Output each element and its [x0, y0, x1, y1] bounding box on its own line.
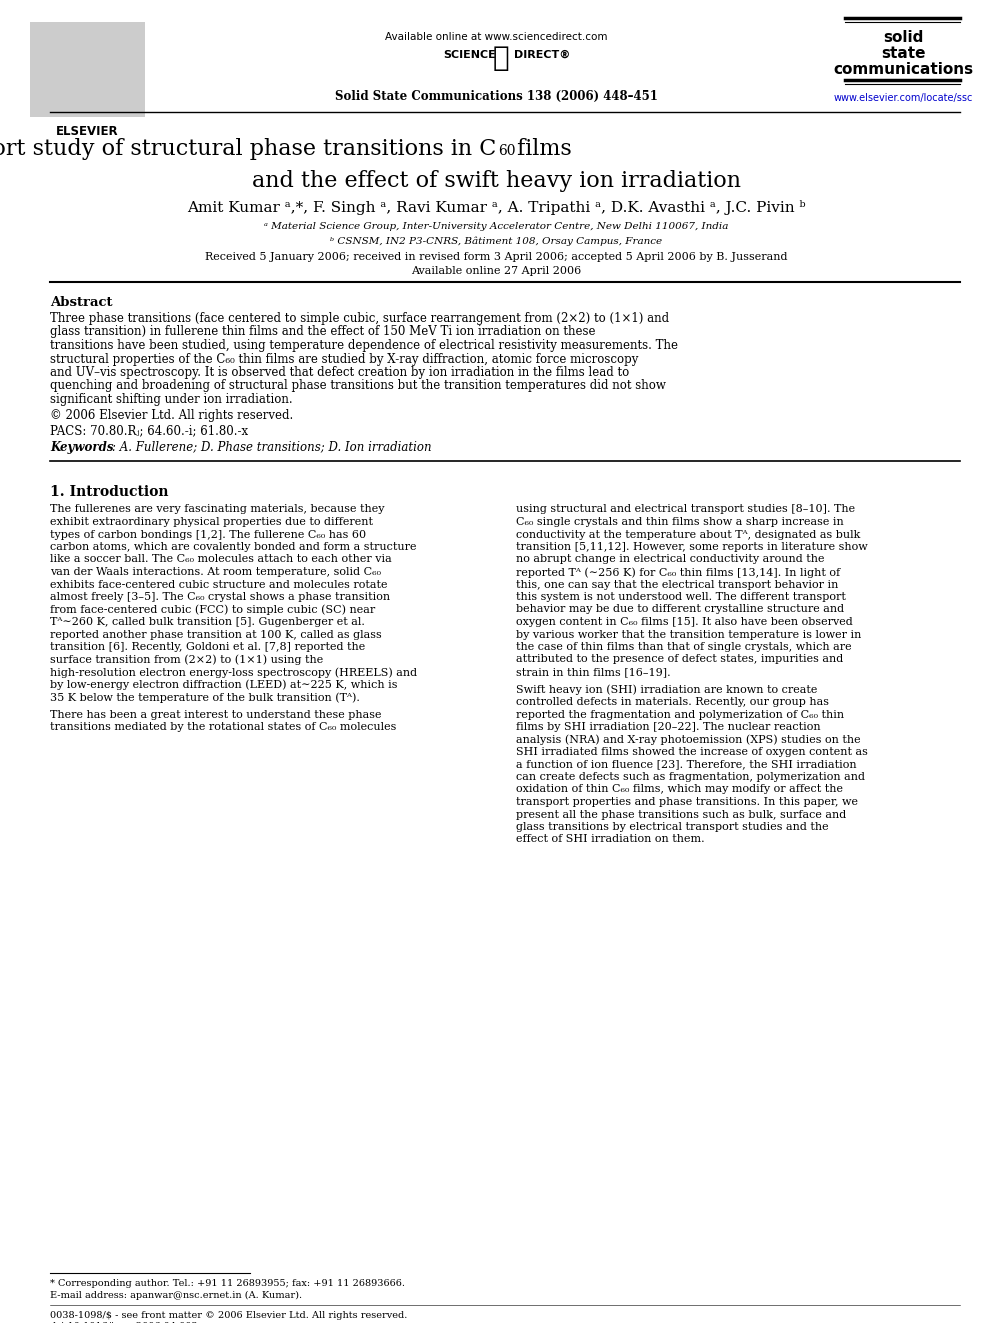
Text: reported the fragmentation and polymerization of C₆₀ thin: reported the fragmentation and polymeriz…: [516, 709, 844, 720]
Text: this system is not understood well. The different transport: this system is not understood well. The …: [516, 591, 846, 602]
Text: the case of thin films than that of single crystals, which are: the case of thin films than that of sing…: [516, 642, 851, 652]
Text: 35 K below the temperature of the bulk transition (Tᴬ).: 35 K below the temperature of the bulk t…: [50, 692, 360, 703]
Text: Available online 27 April 2006: Available online 27 April 2006: [411, 266, 581, 277]
Text: no abrupt change in electrical conductivity around the: no abrupt change in electrical conductiv…: [516, 554, 824, 565]
Text: controlled defects in materials. Recently, our group has: controlled defects in materials. Recentl…: [516, 697, 829, 706]
Text: oxidation of thin C₆₀ films, which may modify or affect the: oxidation of thin C₆₀ films, which may m…: [516, 785, 843, 795]
Text: surface transition from (2×2) to (1×1) using the: surface transition from (2×2) to (1×1) u…: [50, 655, 323, 665]
Text: effect of SHI irradiation on them.: effect of SHI irradiation on them.: [516, 835, 704, 844]
Text: conductivity at the temperature about Tᴬ, designated as bulk: conductivity at the temperature about Tᴬ…: [516, 529, 860, 540]
Text: DIRECT®: DIRECT®: [514, 50, 570, 60]
Text: 1. Introduction: 1. Introduction: [50, 484, 169, 499]
Text: films by SHI irradiation [20–22]. The nuclear reaction: films by SHI irradiation [20–22]. The nu…: [516, 722, 820, 732]
Text: and the effect of swift heavy ion irradiation: and the effect of swift heavy ion irradi…: [252, 169, 740, 192]
Text: C₆₀ single crystals and thin films show a sharp increase in: C₆₀ single crystals and thin films show …: [516, 517, 844, 527]
Text: The fullerenes are very fascinating materials, because they: The fullerenes are very fascinating mate…: [50, 504, 385, 515]
Text: structural properties of the C₆₀ thin films are studied by X-ray diffraction, at: structural properties of the C₆₀ thin fi…: [50, 352, 639, 365]
Text: SCIENCE: SCIENCE: [443, 50, 496, 60]
Text: glass transitions by electrical transport studies and the: glass transitions by electrical transpor…: [516, 822, 828, 832]
Text: high-resolution electron energy-loss spectroscopy (HREELS) and: high-resolution electron energy-loss spe…: [50, 667, 417, 677]
Text: Received 5 January 2006; received in revised form 3 April 2006; accepted 5 April: Received 5 January 2006; received in rev…: [204, 251, 788, 262]
Text: Swift heavy ion (SHI) irradiation are known to create: Swift heavy ion (SHI) irradiation are kn…: [516, 684, 817, 695]
Text: SHI irradiated films showed the increase of oxygen content as: SHI irradiated films showed the increase…: [516, 747, 868, 757]
Text: 0038-1098/$ - see front matter © 2006 Elsevier Ltd. All rights reserved.: 0038-1098/$ - see front matter © 2006 El…: [50, 1311, 408, 1320]
Text: Tᴬ∼260 K, called bulk transition [5]. Gugenberger et al.: Tᴬ∼260 K, called bulk transition [5]. Gu…: [50, 617, 365, 627]
Text: exhibits face-centered cubic structure and molecules rotate: exhibits face-centered cubic structure a…: [50, 579, 388, 590]
Text: Abstract: Abstract: [50, 296, 112, 310]
Text: glass transition) in fullerene thin films and the effect of 150 MeV Ti ion irrad: glass transition) in fullerene thin film…: [50, 325, 595, 339]
Text: reported Tᴬ (∼256 K) for C₆₀ thin films [13,14]. In light of: reported Tᴬ (∼256 K) for C₆₀ thin films …: [516, 568, 840, 578]
Text: exhibit extraordinary physical properties due to different: exhibit extraordinary physical propertie…: [50, 517, 373, 527]
Text: 60: 60: [498, 144, 516, 157]
Text: * Corresponding author. Tel.: +91 11 26893955; fax: +91 11 26893666.: * Corresponding author. Tel.: +91 11 268…: [50, 1279, 405, 1289]
Text: : A. Fullerene; D. Phase transitions; D. Ion irradiation: : A. Fullerene; D. Phase transitions; D.…: [112, 441, 432, 454]
Text: attributed to the presence of defect states, impurities and: attributed to the presence of defect sta…: [516, 655, 843, 664]
Text: a function of ion fluence [23]. Therefore, the SHI irradiation: a function of ion fluence [23]. Therefor…: [516, 759, 857, 770]
Text: transitions mediated by the rotational states of C₆₀ molecules: transitions mediated by the rotational s…: [50, 722, 397, 732]
Text: ᵇ CSNSM, IN2 P3-CNRS, Bâtiment 108, Orsay Campus, France: ᵇ CSNSM, IN2 P3-CNRS, Bâtiment 108, Orsa…: [330, 235, 662, 246]
Text: from face-centered cubic (FCC) to simple cubic (SC) near: from face-centered cubic (FCC) to simple…: [50, 605, 375, 615]
Text: strain in thin films [16–19].: strain in thin films [16–19].: [516, 667, 671, 677]
Text: © 2006 Elsevier Ltd. All rights reserved.: © 2006 Elsevier Ltd. All rights reserved…: [50, 409, 294, 422]
Text: PACS: 70.80.Rⱼ; 64.60.-i; 61.80.-x: PACS: 70.80.Rⱼ; 64.60.-i; 61.80.-x: [50, 425, 248, 438]
Text: state: state: [881, 46, 926, 61]
Text: reported another phase transition at 100 K, called as glass: reported another phase transition at 100…: [50, 630, 382, 639]
Text: van der Waals interactions. At room temperature, solid C₆₀: van der Waals interactions. At room temp…: [50, 568, 381, 577]
Text: communications: communications: [833, 62, 973, 77]
Text: solid: solid: [883, 30, 924, 45]
Text: ELSEVIER: ELSEVIER: [57, 124, 119, 138]
Text: analysis (NRA) and X-ray photoemission (XPS) studies on the: analysis (NRA) and X-ray photoemission (…: [516, 734, 861, 745]
Text: transitions have been studied, using temperature dependence of electrical resist: transitions have been studied, using tem…: [50, 339, 678, 352]
Text: ᵃ Material Science Group, Inter-University Accelerator Centre, New Delhi 110067,: ᵃ Material Science Group, Inter-Universi…: [264, 222, 728, 232]
Text: films: films: [510, 138, 571, 160]
Text: Three phase transitions (face centered to simple cubic, surface rearrangement fr: Three phase transitions (face centered t…: [50, 312, 670, 325]
Text: transition [5,11,12]. However, some reports in literature show: transition [5,11,12]. However, some repo…: [516, 542, 868, 552]
Text: E-mail address: apanwar@nsc.ernet.in (A. Kumar).: E-mail address: apanwar@nsc.ernet.in (A.…: [50, 1291, 303, 1301]
Text: Keywords: Keywords: [50, 441, 113, 454]
Text: Amit Kumar ᵃ,*, F. Singh ᵃ, Ravi Kumar ᵃ, A. Tripathi ᵃ, D.K. Avasthi ᵃ, J.C. Pi: Amit Kumar ᵃ,*, F. Singh ᵃ, Ravi Kumar ᵃ…: [186, 200, 806, 216]
Text: ⓓ: ⓓ: [493, 44, 509, 71]
Text: Solid State Communications 138 (2006) 448–451: Solid State Communications 138 (2006) 44…: [334, 90, 658, 103]
Text: transport properties and phase transitions. In this paper, we: transport properties and phase transitio…: [516, 796, 858, 807]
Text: www.elsevier.com/locate/ssc: www.elsevier.com/locate/ssc: [833, 93, 973, 103]
Text: almost freely [3–5]. The C₆₀ crystal shows a phase transition: almost freely [3–5]. The C₆₀ crystal sho…: [50, 591, 390, 602]
Text: using structural and electrical transport studies [8–10]. The: using structural and electrical transpor…: [516, 504, 855, 515]
Text: Available online at www.sciencedirect.com: Available online at www.sciencedirect.co…: [385, 32, 607, 42]
Text: by various worker that the transition temperature is lower in: by various worker that the transition te…: [516, 630, 861, 639]
Text: quenching and broadening of structural phase transitions but the transition temp: quenching and broadening of structural p…: [50, 380, 666, 393]
Text: oxygen content in C₆₀ films [15]. It also have been observed: oxygen content in C₆₀ films [15]. It als…: [516, 617, 853, 627]
Text: present all the phase transitions such as bulk, surface and: present all the phase transitions such a…: [516, 810, 846, 819]
Text: transition [6]. Recently, Goldoni et al. [7,8] reported the: transition [6]. Recently, Goldoni et al.…: [50, 642, 365, 652]
Text: behavior may be due to different crystalline structure and: behavior may be due to different crystal…: [516, 605, 844, 614]
Text: can create defects such as fragmentation, polymerization and: can create defects such as fragmentation…: [516, 773, 865, 782]
Text: and UV–vis spectroscopy. It is observed that defect creation by ion irradiation : and UV–vis spectroscopy. It is observed …: [50, 366, 629, 378]
Text: carbon atoms, which are covalently bonded and form a structure: carbon atoms, which are covalently bonde…: [50, 542, 417, 552]
Text: by low-energy electron diffraction (LEED) at∼225 K, which is: by low-energy electron diffraction (LEED…: [50, 680, 398, 691]
Text: Electrical transport study of structural phase transitions in C: Electrical transport study of structural…: [0, 138, 496, 160]
Text: this, one can say that the electrical transport behavior in: this, one can say that the electrical tr…: [516, 579, 838, 590]
Bar: [30, 22, 145, 116]
Text: types of carbon bondings [1,2]. The fullerene C₆₀ has 60: types of carbon bondings [1,2]. The full…: [50, 529, 366, 540]
Text: There has been a great interest to understand these phase: There has been a great interest to under…: [50, 709, 382, 720]
Text: like a soccer ball. The C₆₀ molecules attach to each other via: like a soccer ball. The C₆₀ molecules at…: [50, 554, 392, 565]
Text: significant shifting under ion irradiation.: significant shifting under ion irradiati…: [50, 393, 293, 406]
